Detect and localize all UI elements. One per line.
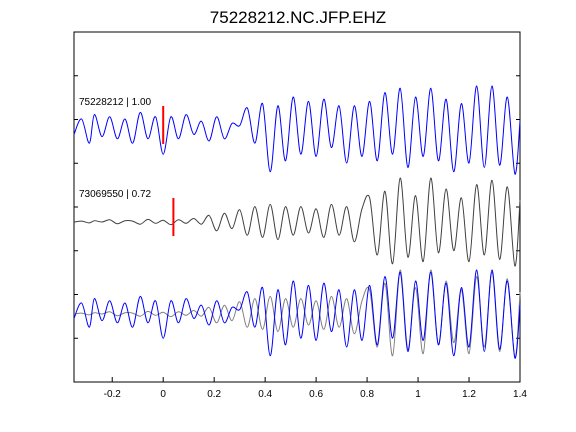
x-tick-label: 0 — [160, 389, 166, 400]
x-tick-label: 1.4 — [513, 389, 527, 400]
plot-frame — [73, 31, 521, 383]
x-tick-label: 0.6 — [309, 389, 323, 400]
trace-line-2 — [73, 177, 521, 267]
trace-label-1: 75228212 | 1.00 — [79, 97, 152, 108]
x-tick-label: -0.2 — [104, 389, 122, 400]
chart-title: 75228212.NC.JFP.EHZ — [210, 8, 386, 27]
x-axis: -0.2 0 0.2 0.4 0.6 0.8 1 1.2 1.4 — [104, 377, 527, 400]
x-tick-label: 0.8 — [360, 389, 374, 400]
x-tick-label: 0.4 — [258, 389, 272, 400]
trace-label-2: 73069550 | 0.72 — [79, 189, 152, 200]
x-tick-label: 1.2 — [462, 389, 476, 400]
trace-line-1 — [73, 85, 521, 175]
overlay-line-primary — [73, 269, 521, 359]
x-tick-label: 0.2 — [207, 389, 221, 400]
traces: 75228212 | 1.00 73069550 | 0.72 — [73, 85, 521, 359]
x-tick-label: 1 — [415, 389, 421, 400]
overlay-line-secondary — [73, 269, 521, 359]
y-axis-ticks — [74, 75, 520, 339]
